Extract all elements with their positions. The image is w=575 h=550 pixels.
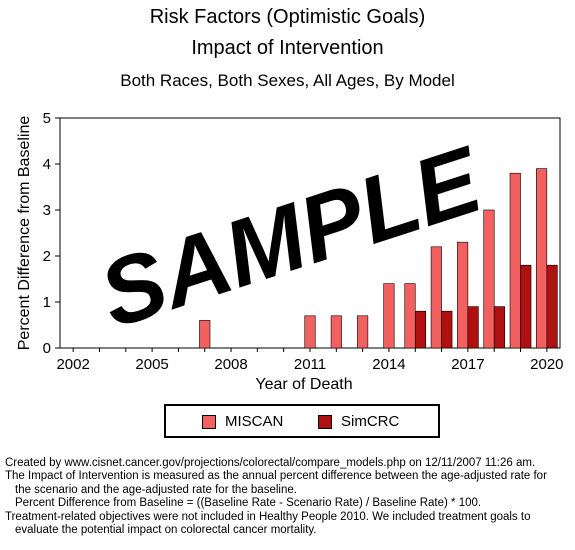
x-tick-label: 2017 xyxy=(451,356,484,373)
bar-miscan xyxy=(330,315,342,349)
footnote: Created by www.cisnet.cancer.gov/project… xyxy=(5,457,573,537)
bar-miscan xyxy=(404,283,416,349)
footnote-line: Created by www.cisnet.cancer.gov/project… xyxy=(5,457,536,469)
bar-miscan xyxy=(483,209,495,349)
footnote-line: The Impact of Intervention is measured a… xyxy=(5,470,547,483)
chart-subtitle: Impact of Intervention xyxy=(191,37,384,59)
x-tick-label: 2005 xyxy=(135,356,168,373)
chart-subsubtitle: Both Races, Both Sexes, All Ages, By Mod… xyxy=(120,71,455,90)
bar-miscan xyxy=(457,241,469,349)
y-tick-label: 5 xyxy=(43,110,51,127)
bar-miscan xyxy=(536,168,548,349)
bar-chart: 0 1 2 3 4 5 2002 2005 2008 2011 2014 2017 2020 Year o… xyxy=(16,110,564,393)
bar-simcrc xyxy=(546,264,558,349)
footnote-line: Treatment-related objectives were not in… xyxy=(5,510,531,523)
bar-simcrc xyxy=(441,310,453,349)
legend-label-miscan: MISCAN xyxy=(225,413,284,430)
legend-swatch-simcrc xyxy=(318,414,332,429)
legend-label-simcrc: SimCRC xyxy=(341,413,400,430)
bar-simcrc xyxy=(414,310,427,349)
y-tick-label: 4 xyxy=(43,156,51,173)
footnote-line: Percent Difference from Baseline = ((Bas… xyxy=(15,497,482,510)
bar-miscan xyxy=(430,246,442,349)
y-tick-label: 2 xyxy=(43,248,51,265)
bar-simcrc xyxy=(520,264,532,349)
bar-miscan xyxy=(304,315,316,349)
x-tick-label: 2011 xyxy=(294,356,326,373)
bar-miscan xyxy=(383,283,395,349)
legend-item-simcrc: SimCRC xyxy=(318,413,399,430)
y-axis-label: Percent Difference from Baseline xyxy=(16,116,33,351)
bar-miscan xyxy=(509,172,521,349)
x-tick-label: 2008 xyxy=(214,356,247,373)
bar-simcrc xyxy=(493,306,506,349)
x-tick-label: 2020 xyxy=(530,356,563,373)
bar-miscan xyxy=(199,320,211,349)
x-axis-label: Year of Death xyxy=(255,376,352,393)
bar-miscan xyxy=(357,315,369,349)
y-tick-label: 3 xyxy=(43,202,51,219)
legend: MISCAN SimCRC xyxy=(164,404,440,438)
y-tick-label: 1 xyxy=(43,294,51,311)
y-tick-label: 0 xyxy=(43,340,51,357)
chart-title: Risk Factors (Optimistic Goals) xyxy=(149,6,426,28)
bar-simcrc xyxy=(467,306,479,349)
legend-swatch-miscan xyxy=(202,414,216,429)
x-tick-label: 2014 xyxy=(372,356,405,373)
footnote-line: the scenario and the age-adjusted rate f… xyxy=(15,483,297,496)
footnote-line: evaluate the potential impact on colorec… xyxy=(15,524,317,537)
x-tick-label: 2002 xyxy=(56,356,89,373)
legend-item-miscan: MISCAN xyxy=(202,413,283,430)
